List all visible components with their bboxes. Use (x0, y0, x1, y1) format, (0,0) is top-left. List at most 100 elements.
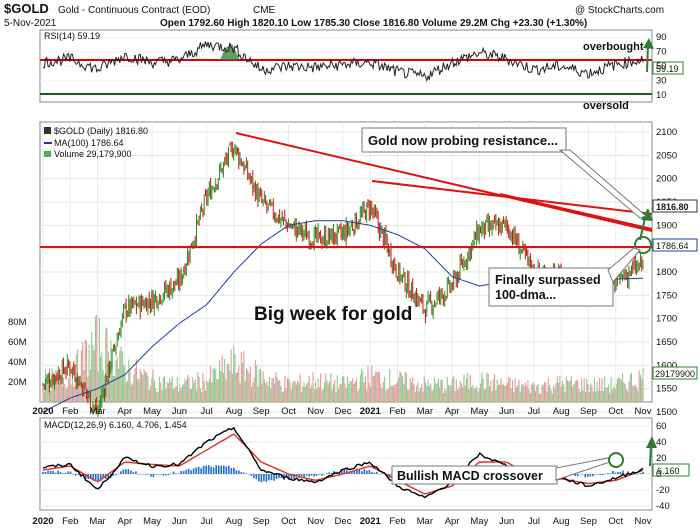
x-tick-label: Apr (445, 516, 460, 527)
volume-bar (266, 381, 268, 402)
volume-bar (564, 391, 566, 402)
volume-bar (441, 379, 443, 402)
volume-bar (71, 373, 74, 402)
volume-bar (546, 391, 548, 402)
x-tick-label: Jul (201, 516, 213, 527)
volume-bar (64, 384, 66, 402)
volume-bar (151, 378, 153, 402)
volume-bar (180, 388, 182, 402)
volume-bar (130, 385, 132, 402)
volume-bar (478, 388, 480, 402)
volume-bar (290, 389, 292, 402)
volume-bar (253, 377, 255, 402)
volume-bar (233, 345, 235, 402)
volume-bar (238, 365, 240, 402)
volume-bar (385, 390, 387, 402)
macd-hist-bar (604, 473, 607, 475)
volume-bar (542, 384, 544, 402)
macd-hist-bar (72, 474, 74, 475)
macd-hist-bar (94, 474, 97, 482)
volume-bars (42, 314, 644, 402)
macd-hist-bar (42, 471, 44, 474)
volume-bar (259, 368, 262, 402)
volume-bar (520, 384, 523, 402)
volume-bar (240, 351, 242, 402)
volume-bar (377, 371, 379, 402)
macd-hist-bar (642, 471, 644, 474)
x-tick-label: Dec (335, 406, 352, 417)
volume-bar (428, 385, 430, 402)
volume-bar (65, 389, 67, 402)
x-tick-label: Apr (117, 406, 132, 417)
volume-bar (148, 390, 150, 402)
volume-bar (298, 382, 300, 402)
volume-bar (212, 368, 214, 402)
volume-bar (254, 360, 256, 402)
volume-bar (326, 380, 328, 402)
macd-hist-bar (325, 473, 328, 474)
volume-bar (529, 393, 532, 402)
x-tick-label: Nov (307, 516, 324, 527)
x-tick-label: Jun (172, 406, 187, 417)
volume-bar (219, 359, 221, 402)
macd-hist-bar (353, 471, 356, 474)
macd-hist-bar (122, 469, 125, 474)
volume-bar (94, 316, 97, 402)
volume-bar (111, 370, 113, 402)
volume-bar (87, 376, 89, 402)
volume-bar (407, 390, 409, 402)
volume-bar (204, 390, 207, 402)
volume-bar (322, 389, 324, 402)
legend-price-swatch (44, 127, 51, 134)
x-tick-label: Jul (528, 406, 540, 417)
volume-bar (568, 381, 570, 402)
volume-bar (349, 380, 351, 402)
volume-bar (586, 379, 588, 402)
macd-hist-bar (607, 473, 609, 474)
volume-bar (176, 377, 178, 402)
macd-hist-bar (308, 474, 310, 477)
volume-bar (386, 389, 388, 402)
macd-hist-bar (330, 472, 333, 474)
volume-bar (193, 382, 195, 402)
volume-bar (543, 382, 546, 402)
volume-bar (361, 368, 363, 402)
volume-bar (394, 384, 396, 402)
volume-bar (597, 390, 599, 402)
macd-hist-bar (238, 470, 240, 474)
x-tick-label: May (470, 516, 488, 527)
price-tick-label: 1550 (656, 384, 677, 395)
volume-bar (367, 365, 369, 402)
ma-tag (652, 238, 698, 252)
volume-bar (350, 381, 352, 402)
volume-bar (217, 378, 219, 402)
macd-hist-bar (617, 471, 619, 474)
volume-bar (42, 384, 44, 402)
overbought-label: overbought (583, 41, 644, 53)
volume-bar (527, 380, 529, 402)
x-tick-label: Oct (281, 516, 296, 527)
x-tick-label: Dec (335, 516, 352, 527)
macd-hist-bar (47, 470, 49, 474)
volume-bar (471, 386, 473, 402)
macd-hist-bar (263, 474, 265, 482)
volume-bar (639, 374, 642, 402)
volume-bar (611, 389, 613, 402)
volume-bar (332, 384, 335, 402)
volume-bar (226, 363, 228, 402)
volume-bar (267, 385, 269, 402)
macd-hist-bar (371, 471, 373, 474)
volume-bar (323, 382, 326, 402)
volume-bar (526, 385, 528, 402)
macd-hist-bar (77, 474, 79, 475)
volume-bar (469, 374, 471, 402)
volume-bar (487, 374, 489, 402)
volume-bar (496, 379, 498, 402)
legend-vol-swatch (44, 151, 51, 157)
volume-bar (171, 376, 173, 402)
volume-bar (91, 332, 93, 402)
volume-bar (578, 388, 580, 402)
volume-bar (408, 389, 410, 402)
macd-hist-bar (586, 474, 589, 477)
volume-bar (307, 382, 309, 402)
